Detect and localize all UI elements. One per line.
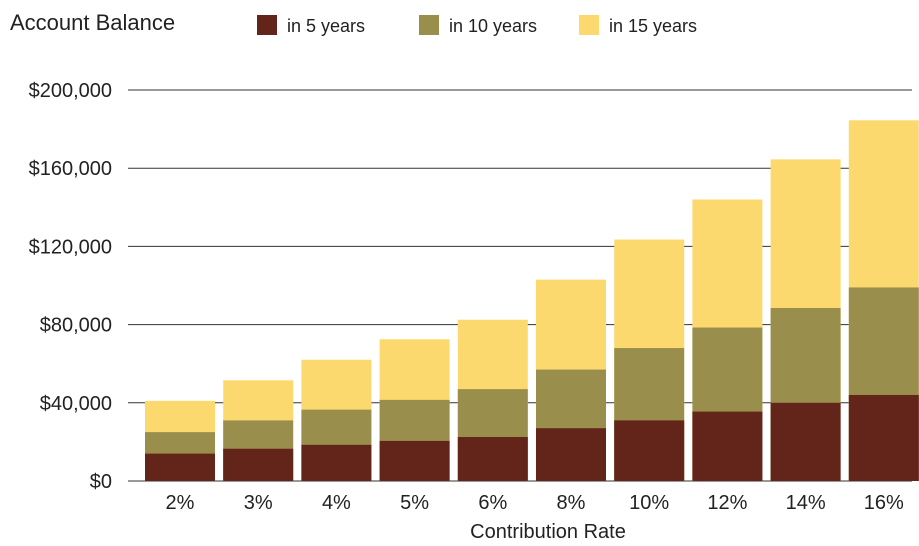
- x-tick-label: 14%: [786, 492, 826, 514]
- y-tick-label: $80,000: [40, 315, 112, 337]
- legend-label: in 10 years: [449, 16, 537, 36]
- y-tick-label: $0: [90, 471, 112, 493]
- x-tick-label: 10%: [629, 492, 669, 514]
- bars: [145, 120, 919, 482]
- x-tick-label: 8%: [557, 492, 586, 514]
- bar-segment-in-5-years: [145, 453, 215, 481]
- y-tick-label: $160,000: [29, 158, 112, 180]
- x-tick-label: 3%: [244, 492, 273, 514]
- y-tick-label: $200,000: [29, 80, 112, 102]
- x-tick-label: 2%: [166, 492, 195, 514]
- y-tick-label: $40,000: [40, 393, 112, 415]
- bar-segment-in-5-years: [614, 420, 685, 481]
- chart-x-axis-title: Contribution Rate: [470, 521, 626, 543]
- x-tick-label: 12%: [707, 492, 747, 514]
- x-tick-label: 4%: [322, 492, 351, 514]
- x-tick-label: 5%: [400, 492, 429, 514]
- legend-swatch: [419, 15, 439, 35]
- legend-label: in 15 years: [609, 16, 697, 36]
- bar-segment-in-5-years: [223, 448, 294, 481]
- legend-label: in 5 years: [287, 16, 365, 36]
- legend-swatch: [257, 15, 277, 35]
- chart-y-axis-title: Account Balance: [10, 10, 175, 35]
- bar-segment-in-5-years: [692, 411, 763, 481]
- bar-segment-in-5-years: [379, 440, 450, 481]
- bar-segment-in-5-years: [301, 444, 372, 481]
- bar-segment-in-5-years: [536, 428, 606, 481]
- legend-swatch: [579, 15, 599, 35]
- bar-segment-in-5-years: [848, 394, 919, 481]
- bar-segment-in-5-years: [457, 437, 528, 481]
- y-axis-ticks: $0 $40,000 $80,000 $120,000 $160,000 $200,000: [29, 80, 112, 493]
- bar-segment-in-5-years: [770, 402, 841, 481]
- x-axis-ticks: 2% 3% 4% 5% 6% 8% 10% 12% 14% 16%: [166, 492, 904, 514]
- y-tick-label: $120,000: [29, 236, 112, 258]
- x-tick-label: 16%: [864, 492, 904, 514]
- x-tick-label: 6%: [478, 492, 507, 514]
- legend: in 5 years in 10 years in 15 years: [257, 15, 697, 36]
